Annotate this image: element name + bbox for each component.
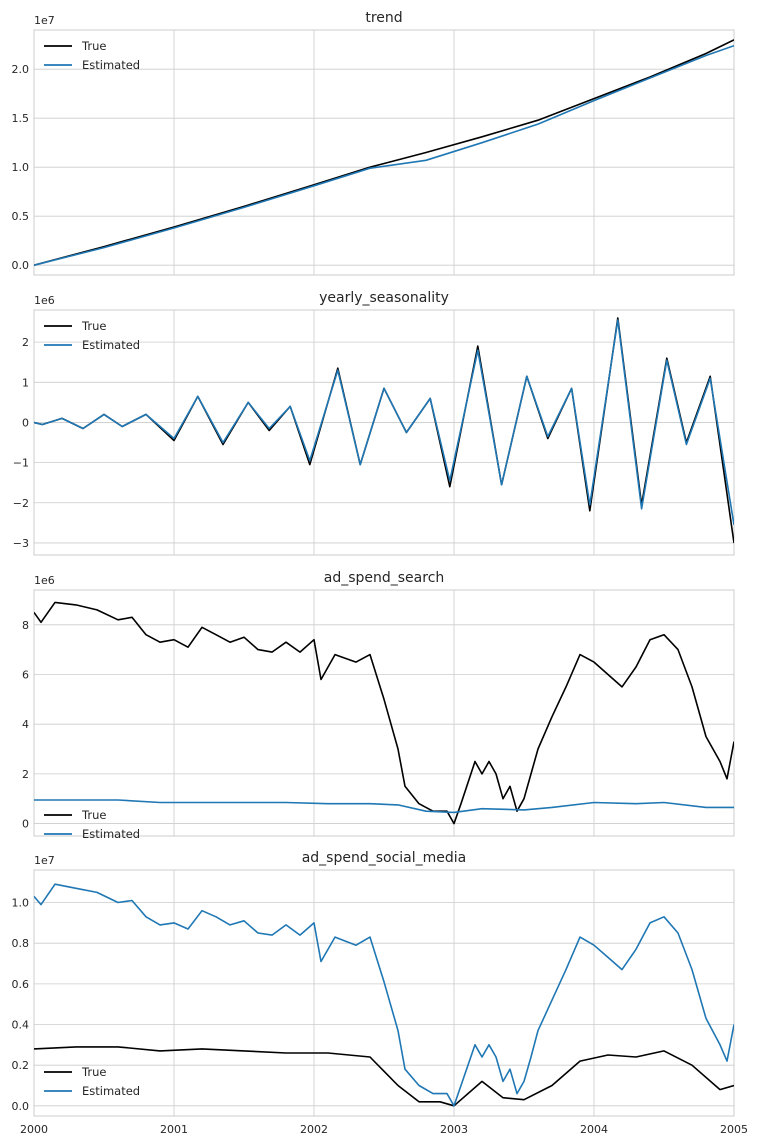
y-tick-label: 0.5	[12, 210, 30, 223]
legend: True Estimated	[44, 319, 140, 352]
legend: True Estimated	[44, 39, 140, 72]
y-tick-label: 2	[22, 768, 29, 781]
axes-frame	[33, 869, 735, 1117]
legend-label: Estimated	[82, 338, 140, 352]
series-line-true	[34, 39, 734, 266]
x-tick-label: 2005	[720, 1123, 748, 1136]
y-tick-label: 2	[22, 336, 29, 349]
y-tick-label: 8	[22, 619, 29, 632]
y-tick-label: 0	[22, 416, 29, 429]
axis-offset-label: 1e6	[34, 574, 55, 587]
series-line-estimated	[34, 883, 734, 1107]
legend-label: Estimated	[82, 827, 140, 841]
y-tick-label: −1	[13, 457, 29, 470]
series-line-true	[34, 1046, 734, 1107]
y-tick-label: 4	[22, 718, 29, 731]
y-tick-label: −2	[13, 497, 29, 510]
y-tick-label: 0.0	[12, 259, 30, 272]
y-tick-label: 0.4	[12, 1019, 30, 1032]
legend-label: True	[81, 1065, 106, 1079]
axes-frame	[33, 29, 735, 276]
chart-title: yearly_seasonality	[319, 290, 449, 306]
axis-offset-label: 1e7	[34, 854, 55, 867]
legend-label: Estimated	[82, 58, 140, 72]
panel-yearly-seasonality: −3 −2 −1 0 1 2 yearly_seasonality 1e6 True Estima…	[13, 290, 735, 556]
y-tick-label: 2.0	[12, 63, 30, 76]
series-line-estimated	[34, 44, 734, 266]
y-tick-label: 1.0	[12, 897, 30, 910]
legend-label: True	[81, 39, 106, 53]
legend-label: True	[81, 808, 106, 822]
y-tick-label: 1	[22, 376, 29, 389]
x-tick-label: 2000	[20, 1123, 48, 1136]
y-tick-label: 6	[22, 668, 29, 681]
panel-ad-spend-social-media: 0.0 0.2 0.4 0.6 0.8 1.0 ad_spend_social_media 1…	[12, 850, 749, 1136]
chart-title: ad_spend_social_media	[302, 850, 467, 866]
y-tick-label: 0.2	[12, 1059, 30, 1072]
panel-ad-spend-search: 0 2 4 6 8 ad_spend_search 1e6 True Estimated	[22, 570, 735, 841]
y-tick-label: 1.5	[12, 112, 30, 125]
y-tick-label: 0.8	[12, 937, 30, 950]
axis-offset-label: 1e6	[34, 294, 55, 307]
y-tick-label: 0.6	[12, 978, 30, 991]
axes-frame	[33, 309, 735, 556]
x-tick-label: 2003	[440, 1123, 468, 1136]
x-tick-label: 2001	[160, 1123, 188, 1136]
chart-title: trend	[365, 10, 402, 26]
chart-title: ad_spend_search	[324, 570, 445, 586]
x-tick-label: 2004	[580, 1123, 608, 1136]
series-line-estimated	[34, 799, 734, 814]
legend: True Estimated	[44, 1065, 140, 1098]
legend-label: True	[81, 319, 106, 333]
y-tick-label: 0.0	[12, 1100, 30, 1113]
x-tick-label: 2002	[300, 1123, 328, 1136]
legend-label: Estimated	[82, 1084, 140, 1098]
series-line-true	[34, 601, 734, 825]
legend: True Estimated	[44, 808, 140, 841]
series-line-estimated	[34, 319, 734, 526]
panel-trend: 0.0 0.5 1.0 1.5 2.0 trend 1e7 True Estimated	[12, 10, 735, 276]
y-tick-label: 1.0	[12, 161, 30, 174]
y-tick-label: −3	[13, 537, 29, 550]
y-tick-label: 0	[22, 818, 29, 831]
axis-offset-label: 1e7	[34, 14, 55, 27]
axes-frame	[33, 589, 735, 837]
